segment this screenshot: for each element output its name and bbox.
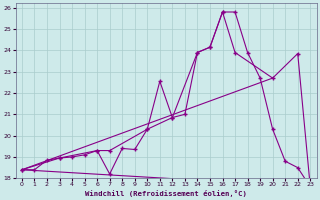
- X-axis label: Windchill (Refroidissement éolien,°C): Windchill (Refroidissement éolien,°C): [85, 190, 247, 197]
